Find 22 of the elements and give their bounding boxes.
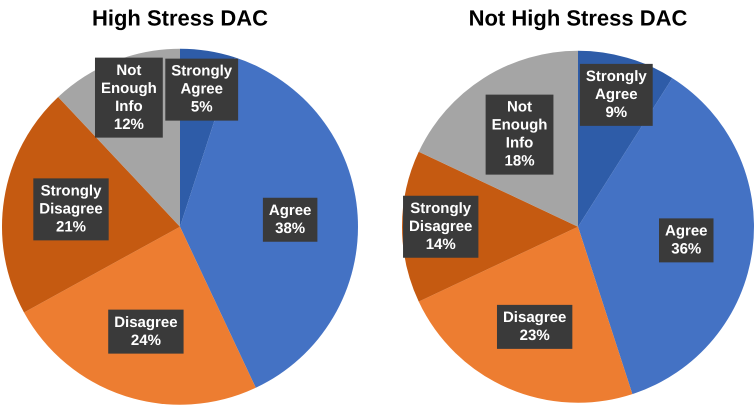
slice-label: Strongly Disagree (409, 200, 472, 235)
data-label: 36% (671, 240, 702, 258)
data-label: 24% (130, 332, 161, 349)
data-label: 9% (605, 104, 628, 122)
slice-label: Strongly Agree (171, 62, 233, 98)
chart-title: Not High Stress DAC (468, 5, 688, 30)
slice-label: Agree (268, 202, 312, 219)
data-label: 14% (426, 236, 456, 253)
slice-label: Not Enough Info (100, 62, 157, 115)
data-label: 5% (190, 98, 213, 116)
slice-label: Strongly Agree (586, 68, 648, 104)
slice-label: Agree (664, 222, 708, 240)
data-label: 23% (520, 326, 550, 344)
chart-title: High Stress DAC (92, 5, 268, 30)
slice-label: Not Enough Info (492, 98, 548, 152)
data-label: 18% (504, 152, 535, 170)
data-label: 38% (275, 220, 306, 237)
data-label: 21% (56, 218, 86, 236)
slice-label: Disagree (502, 308, 566, 326)
data-label: 12% (114, 116, 144, 133)
slice-label: Disagree (114, 314, 178, 331)
slice-label: Strongly Disagree (39, 182, 103, 218)
